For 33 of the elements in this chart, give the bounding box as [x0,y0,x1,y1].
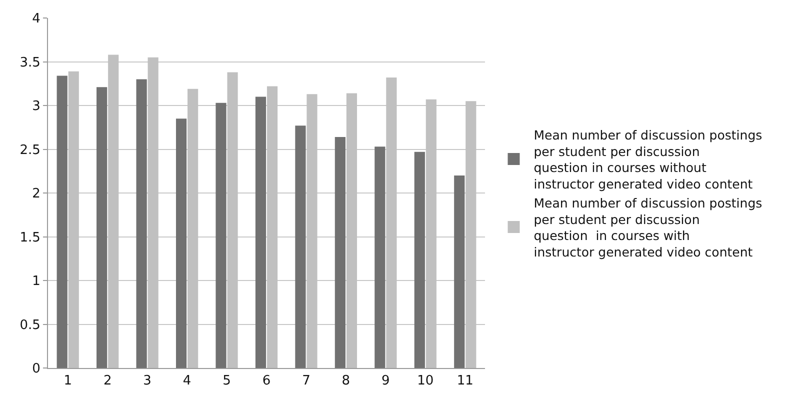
y-tick-label: 2 [32,186,40,202]
x-tick-label: 9 [382,374,390,389]
bar [334,137,346,368]
bar [255,96,266,368]
y-tick-label: 2.5 [20,142,40,158]
bar [454,176,465,368]
x-tick-label: 7 [302,374,310,389]
bar [216,102,226,368]
bar [136,79,147,368]
y-tick-label: 1.5 [20,230,40,246]
bar [56,76,68,368]
y-tick-label: 0 [32,362,40,377]
bar [176,118,187,368]
y-tick-label: 3.5 [20,55,40,70]
legend-label: Mean number of discussion postings per student per discussion question in courses without instructor generated video content [534,128,762,192]
y-tick-label: 1 [32,274,40,290]
y-tick-label: 0.5 [20,318,40,333]
bar [96,87,108,368]
x-tick-label: 5 [222,374,231,389]
y-tick-label: 3 [32,99,40,114]
x-tick-label: 4 [182,374,192,389]
x-tick-label: 11 [456,374,474,389]
x-tick-label: 8 [342,374,350,389]
x-tick-label: 1 [64,374,72,389]
x-tick-label: 2 [103,374,112,389]
x-tick-label: 6 [262,374,271,389]
legend-label: Mean number of discussion postings per student per discussion question in courses with instructor generated video content [534,196,762,260]
x-tick-label: 10 [417,374,434,389]
y-tick-label: 4 [32,12,40,27]
x-tick-label: 3 [143,374,152,389]
bar [374,146,386,368]
bar [295,126,306,368]
bar [414,152,425,368]
